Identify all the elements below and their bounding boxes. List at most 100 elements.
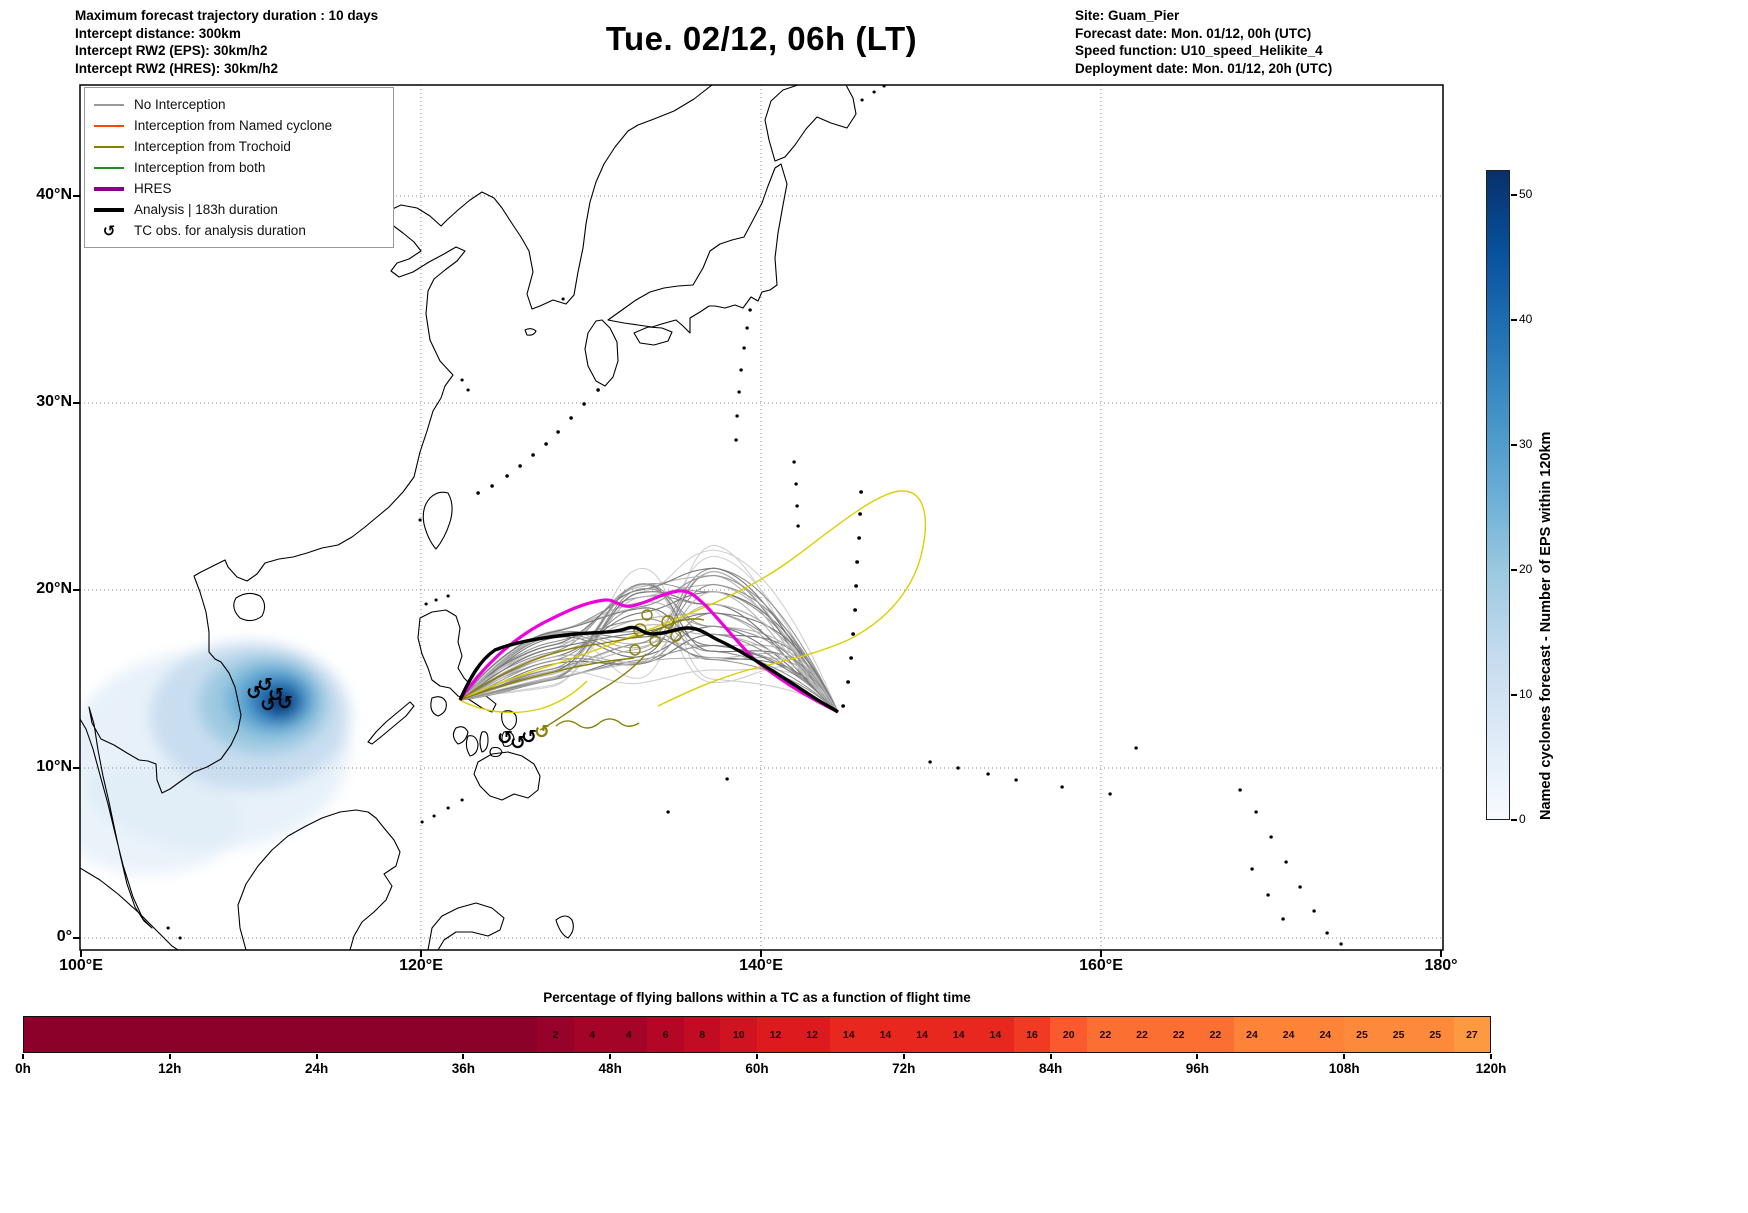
colorbar <box>1486 170 1510 820</box>
legend-label: Analysis | 183h duration <box>134 202 278 217</box>
legend-swatch <box>94 207 124 212</box>
named-cyclone-track <box>459 490 927 707</box>
philippines-palawan <box>367 701 415 745</box>
strip-value: 24 <box>1246 1028 1258 1041</box>
strip-segment: 25 <box>1343 1017 1381 1052</box>
strip-segment: 4 <box>573 1017 611 1052</box>
tc-density-shading <box>80 642 350 875</box>
ensemble-trajectory <box>459 568 839 713</box>
strip-segment: 6 <box>647 1017 684 1052</box>
bottom-chart-title: Percentage of flying ballons within a TC… <box>543 990 971 1005</box>
strip-value: 12 <box>769 1028 782 1041</box>
island-dots <box>166 85 1343 946</box>
ensemble-trajectory <box>459 555 839 713</box>
sumatra-coast <box>80 867 179 950</box>
strip-value: 4 <box>625 1028 632 1041</box>
legend-label: Interception from Named cyclone <box>134 118 333 133</box>
strip-segment <box>317 1017 354 1052</box>
strip-segment: 27 <box>1453 1017 1491 1052</box>
strip-value: 2 <box>552 1028 559 1041</box>
strip-value: 16 <box>1026 1028 1038 1041</box>
legend-item: Interception from both <box>94 157 384 178</box>
trochoid-loop <box>649 635 661 647</box>
legend-item: Interception from Named cyclone <box>94 115 384 136</box>
strip-value: 25 <box>1392 1028 1405 1041</box>
strip-segment: 14 <box>867 1017 904 1052</box>
trochoid-trajectories <box>459 609 705 731</box>
named-cyclone-track <box>459 680 588 714</box>
legend-label: HRES <box>134 181 172 196</box>
legend-label: TC obs. for analysis duration <box>134 223 306 238</box>
strip-segment: 2 <box>537 1017 574 1052</box>
japan-honshu <box>607 163 788 334</box>
tc-obs-symbols: ↺ ↺ ↺ ↺ ↺ ↺ ↺ ↺ ↺ <box>246 675 550 754</box>
strip-segment: 12 <box>793 1017 831 1052</box>
ryukyu-islands-dots <box>476 388 600 495</box>
strip-value: 14 <box>879 1028 892 1041</box>
strip-value: 22 <box>1099 1028 1112 1041</box>
philippines-negros <box>465 735 479 757</box>
taiwan-island <box>422 491 453 550</box>
ensemble-trajectory <box>459 588 839 713</box>
strip-value: 20 <box>1062 1028 1075 1041</box>
site-line: Forecast date: Mon. 01/12, 00h (UTC) <box>1075 25 1312 41</box>
legend-item: HRES <box>94 178 384 199</box>
strip-value: 25 <box>1356 1028 1368 1041</box>
strip-value: 22 <box>1136 1028 1148 1041</box>
japan-kyushu <box>584 319 619 387</box>
legend-swatch <box>94 145 124 148</box>
site-line: Deployment date: Mon. 01/12, 20h (UTC) <box>1075 60 1333 76</box>
strip-segment <box>427 1017 464 1052</box>
micronesia-dots <box>666 746 1343 946</box>
strip-value: 14 <box>989 1028 1002 1041</box>
japan-hokkaido <box>764 85 857 162</box>
strip-value: 24 <box>1319 1028 1332 1041</box>
strip-value: 27 <box>1466 1028 1478 1041</box>
map-legend: No Interception Interception from Named c… <box>84 87 394 248</box>
strip-segment: 20 <box>1050 1017 1088 1052</box>
trochoid-track <box>539 653 647 731</box>
tc-percentage-strip: 2 4 4 6 8 10 12 12 14 14 14 14 14 16 20 22 22 22 22 24 24 24 2… <box>23 1016 1491 1053</box>
trochoid-track <box>459 657 635 701</box>
legend-item: No Interception <box>94 94 384 115</box>
analysis-trajectory <box>458 625 839 714</box>
trochoid-track <box>555 718 640 729</box>
philippines-leyte <box>501 731 515 747</box>
legend-label: Interception from Trochoid <box>134 139 291 154</box>
philippines-cebu <box>479 731 489 753</box>
sulawesi-north <box>427 902 505 950</box>
strip-segment <box>280 1017 318 1052</box>
strip-segment: 22 <box>1160 1017 1197 1052</box>
ensemble-trajectory <box>459 570 839 713</box>
philippines-panay <box>452 726 469 745</box>
strip-value: 14 <box>916 1028 928 1041</box>
strip-segment: 22 <box>1087 1017 1124 1052</box>
strip-value: 14 <box>952 1028 965 1041</box>
site-line: Site: Guam_Pier <box>1075 8 1180 23</box>
figure-title: Tue. 02/12, 06h (LT) <box>605 20 918 57</box>
config-line: Maximum forecast trajectory duration : 1… <box>75 8 379 23</box>
trochoid-loop <box>633 623 647 637</box>
strip-segment: 24 <box>1306 1017 1344 1052</box>
strip-segment <box>463 1017 501 1052</box>
site-info-block: Site: Guam_Pier Forecast date: Mon. 01/1… <box>1075 7 1332 77</box>
tc-obs-symbol: ↺ <box>268 685 284 706</box>
strip-value: 22 <box>1209 1028 1222 1041</box>
trochoid-loop <box>661 615 675 629</box>
strip-value: 8 <box>699 1028 706 1041</box>
strip-value: 25 <box>1429 1028 1442 1041</box>
strip-segment: 24 <box>1270 1017 1307 1052</box>
config-line: Intercept distance: 300km <box>75 25 241 41</box>
legend-item: Interception from Trochoid <box>94 136 384 157</box>
tc-obs-symbol: ↺ <box>257 675 273 696</box>
mariana-islands-dots <box>841 490 863 708</box>
legend-label: No Interception <box>134 97 226 112</box>
tc-obs-symbol: ↺ <box>510 733 526 754</box>
tc-obs-symbol: ↺ <box>521 727 537 748</box>
legend-label: Interception from both <box>134 160 266 175</box>
strip-value: 10 <box>732 1028 745 1041</box>
izu-ogasawara-dots <box>734 308 800 528</box>
strip-segment: 14 <box>830 1017 868 1052</box>
legend-swatch <box>94 186 124 191</box>
